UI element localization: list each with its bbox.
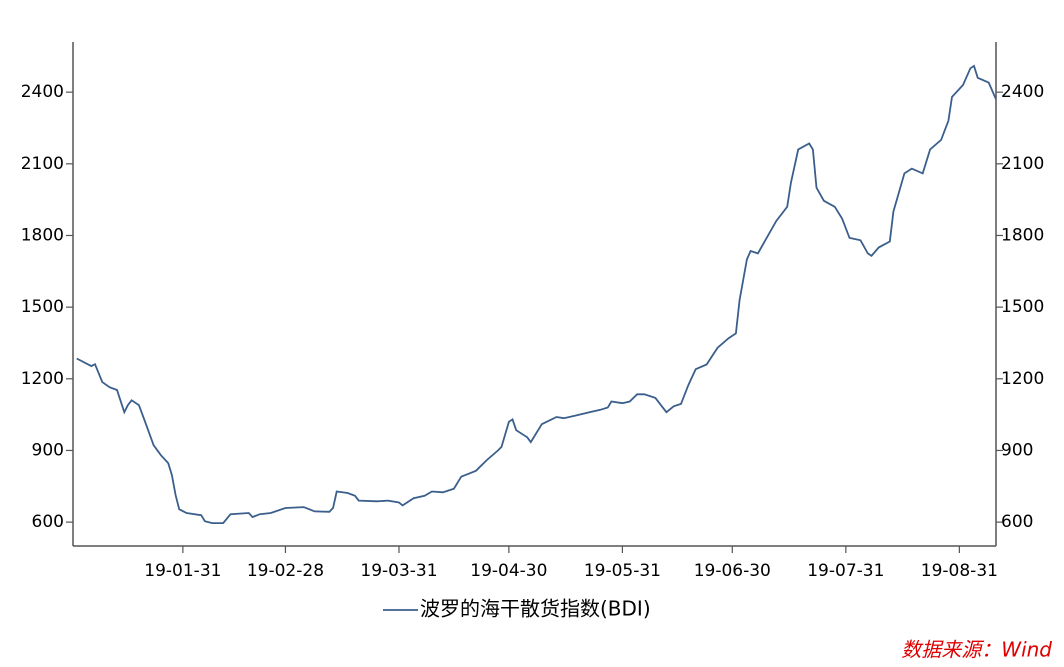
y2-tick-label: 2100: [1001, 154, 1044, 174]
y2-tick-label: 600: [1001, 512, 1033, 532]
data-line: [76, 64, 997, 524]
x-tick-label: 19-08-31: [921, 561, 998, 581]
y2-tick-label: 1500: [1001, 297, 1044, 317]
x-tick-label: 19-02-28: [247, 561, 324, 581]
y2-tick-label: 2400: [1001, 82, 1044, 102]
source-note: 数据来源：Wind: [901, 638, 1052, 662]
x-tick-label: 19-01-31: [144, 561, 221, 581]
y-tick-label: 2100: [21, 154, 64, 174]
y-tick-label: 1500: [21, 297, 64, 317]
y2-tick-label: 1200: [1001, 369, 1044, 389]
x-tick-label: 19-07-31: [807, 561, 884, 581]
y-tick-label: 1200: [21, 369, 64, 389]
x-tick-label: 19-04-30: [470, 561, 547, 581]
x-tick-label: 19-05-31: [584, 561, 661, 581]
x-tick-label: 19-03-31: [360, 561, 437, 581]
y-tick-label: 900: [32, 440, 64, 460]
y-tick-label: 1800: [21, 225, 64, 245]
x-tick-label: 19-06-30: [694, 561, 771, 581]
y2-tick-label: 900: [1001, 440, 1033, 460]
legend-label: 波罗的海干散货指数(BDI): [420, 597, 651, 621]
y-tick-label: 2400: [21, 82, 64, 102]
y2-tick-label: 1800: [1001, 225, 1044, 245]
y-tick-label: 600: [32, 512, 64, 532]
